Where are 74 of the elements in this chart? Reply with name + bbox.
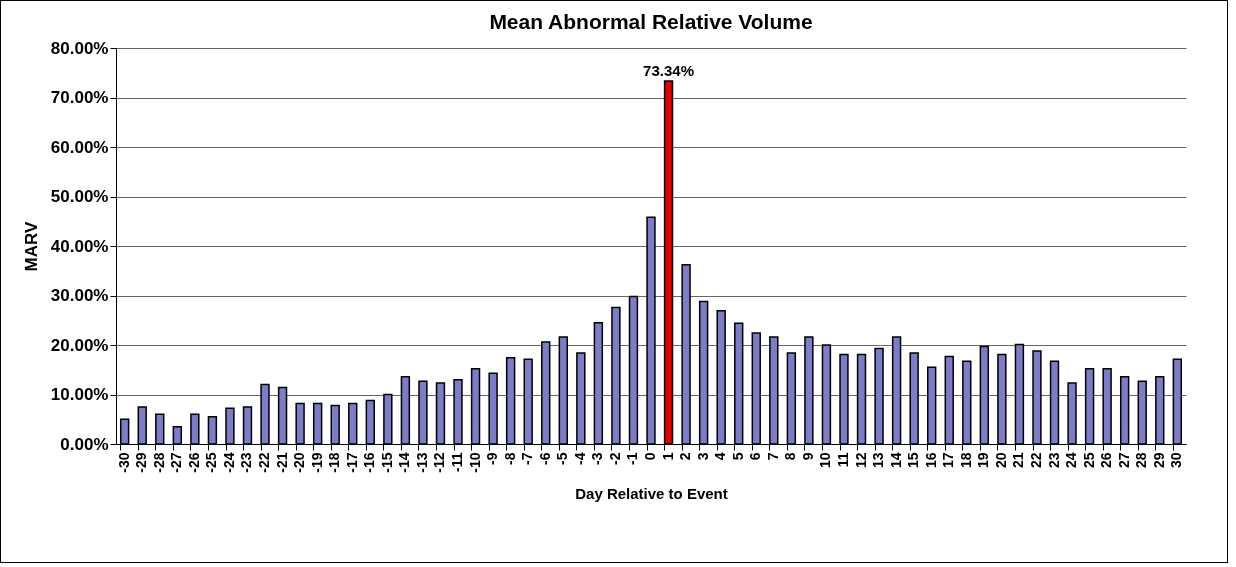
x-tick-label: 8 bbox=[782, 452, 799, 461]
x-tick-label: -15 bbox=[378, 452, 395, 473]
x-tick-label: -21 bbox=[273, 452, 290, 473]
x-tick-label: 20 bbox=[992, 452, 1009, 469]
x-tick-label: 22 bbox=[1027, 452, 1044, 469]
x-tick-label: 0 bbox=[642, 452, 658, 461]
x-tick-label: 21 bbox=[1010, 452, 1027, 469]
x-tick-label: -26 bbox=[185, 452, 202, 473]
y-tick-label: 60.00% bbox=[50, 137, 109, 157]
x-tick-label: -25 bbox=[203, 452, 220, 473]
x-tick-label: 2 bbox=[677, 452, 694, 461]
y-tick-label: 40.00% bbox=[50, 236, 109, 256]
x-tick-label: 29 bbox=[1150, 452, 1167, 469]
x-tick-label: 23 bbox=[1045, 452, 1062, 469]
x-tick-label: -7 bbox=[519, 452, 536, 465]
x-tick-label: 5 bbox=[729, 452, 746, 461]
x-tick-label: 10 bbox=[817, 452, 834, 469]
y-tick-label: 30.00% bbox=[50, 286, 109, 305]
x-tick-label: 3 bbox=[694, 452, 711, 461]
x-tick-label: -5 bbox=[554, 452, 571, 465]
data-label: 73.34% bbox=[643, 61, 694, 79]
x-tick-label: -22 bbox=[256, 452, 273, 473]
x-tick-label: -9 bbox=[484, 452, 501, 465]
x-tick-label: 18 bbox=[957, 452, 974, 469]
y-tick-label: 10.00% bbox=[50, 385, 109, 404]
x-tick-label: 12 bbox=[852, 452, 869, 469]
y-axis-title: MARV bbox=[21, 220, 41, 272]
x-tick-label: -4 bbox=[571, 452, 588, 465]
x-tick-label: -24 bbox=[220, 452, 237, 473]
x-tick-label: 24 bbox=[1063, 452, 1080, 469]
x-tick-label: -19 bbox=[308, 452, 325, 473]
x-tick-label: -11 bbox=[449, 452, 466, 472]
x-tick-label: -20 bbox=[291, 452, 308, 473]
x-tick-label: -13 bbox=[413, 452, 430, 473]
x-tick-label: -3 bbox=[589, 452, 606, 465]
y-tick-label: 20.00% bbox=[50, 335, 109, 355]
x-tick-label: 19 bbox=[975, 452, 992, 469]
x-tick-label: 16 bbox=[922, 452, 939, 469]
x-tick-label: 30 bbox=[1168, 452, 1185, 469]
x-tick-label: -2 bbox=[606, 452, 623, 465]
y-tick-label: 0.00% bbox=[60, 434, 109, 454]
x-tick-label: 7 bbox=[764, 452, 781, 461]
y-tick-label: 80.00% bbox=[50, 38, 109, 58]
y-tick-label: 50.00% bbox=[50, 187, 109, 206]
x-tick-label: -23 bbox=[238, 452, 255, 473]
x-tick-label: 1 bbox=[659, 452, 676, 461]
x-tick-label: -6 bbox=[536, 452, 553, 465]
x-tick-label: 13 bbox=[870, 452, 887, 469]
x-tick-label: -27 bbox=[168, 452, 185, 473]
x-tick-label: 28 bbox=[1133, 452, 1150, 469]
x-tick-label: 4 bbox=[712, 452, 729, 461]
x-tick-label: 6 bbox=[747, 452, 764, 461]
x-tick-label: 17 bbox=[940, 452, 957, 469]
x-tick-label: -14 bbox=[396, 452, 413, 473]
x-tick-label: -16 bbox=[361, 452, 378, 473]
x-tick-label: -29 bbox=[133, 452, 150, 473]
x-tick-label: 9 bbox=[799, 452, 816, 461]
x-tick-label: 26 bbox=[1098, 452, 1115, 469]
x-axis-title: Day Relative to Event bbox=[575, 484, 728, 502]
x-tick-label: 14 bbox=[887, 452, 904, 469]
x-tick-label: -30 bbox=[115, 452, 132, 473]
x-tick-label: 15 bbox=[905, 452, 922, 469]
x-tick-label: -1 bbox=[624, 452, 641, 465]
x-tick-label: -28 bbox=[150, 452, 167, 473]
x-tick-label: -12 bbox=[431, 452, 448, 473]
x-tick-label: -8 bbox=[501, 452, 518, 465]
x-tick-label: -18 bbox=[326, 452, 343, 473]
chart-title: Mean Abnormal Relative Volume bbox=[489, 10, 813, 33]
x-tick-label: -17 bbox=[343, 452, 360, 473]
x-tick-label: -10 bbox=[466, 452, 483, 473]
y-tick-label: 70.00% bbox=[50, 88, 109, 107]
x-tick-label: 27 bbox=[1115, 452, 1132, 469]
x-tick-label: 25 bbox=[1080, 452, 1097, 469]
x-tick-label: 11 bbox=[834, 452, 851, 468]
